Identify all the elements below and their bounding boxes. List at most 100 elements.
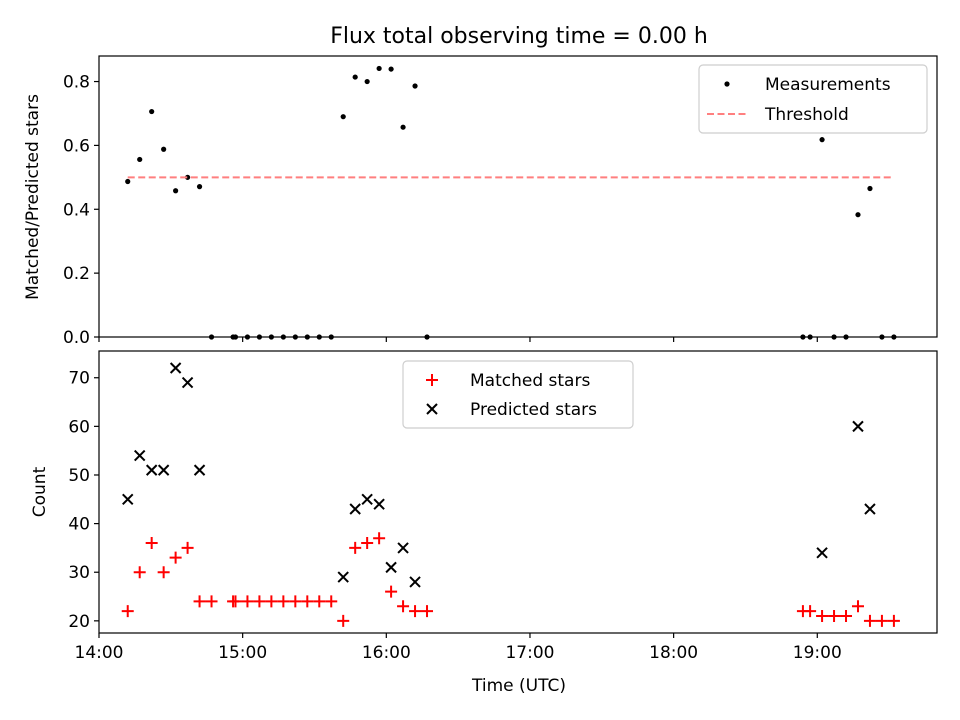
measurements-point: [388, 66, 394, 72]
bottom-y-axis-label: Count: [30, 466, 50, 517]
matched-stars-point: [816, 609, 829, 622]
bottom-y-tick-label: 50: [68, 466, 90, 486]
matched-stars-point: [349, 541, 362, 554]
top-legend: Measurements Threshold: [698, 64, 928, 134]
predicted-stars-point: [373, 498, 385, 510]
predicted-stars-point: [181, 376, 194, 389]
predicted-stars-point: [133, 449, 146, 462]
measurements-point: [125, 178, 131, 185]
measurements-point: [196, 184, 203, 190]
measurements-point: [800, 334, 806, 340]
top-y-tick-label: 0.2: [63, 264, 90, 284]
top-y-tick-label: 0.6: [63, 136, 90, 156]
bottom-y-tick-label: 30: [68, 563, 90, 583]
measurements-point: [831, 334, 837, 340]
measurements-point: [232, 334, 239, 340]
bottom-x-tick-label: 14:00: [75, 643, 124, 663]
bottom-legend: Matched stars Predicted stars: [402, 360, 634, 429]
matched-stars-point: [313, 595, 326, 608]
measurements-point: [208, 334, 215, 340]
measurements-point: [364, 78, 370, 85]
measurements-point: [352, 74, 358, 80]
measurements-point: [376, 65, 382, 72]
top-y-tick-label: 0.4: [63, 200, 90, 220]
predicted-stars-point: [349, 503, 361, 515]
measurements-point: [424, 334, 430, 340]
legend-predicted-marker: [426, 403, 438, 415]
bottom-panel: Count Time (UTC) 20 30 40 50 60 70 14:00 15:00 1…: [30, 350, 938, 696]
matched-stars-point: [828, 609, 841, 622]
predicted-stars-point: [337, 571, 349, 583]
matched-stars-point: [851, 600, 864, 613]
predicted-stars-point: [864, 503, 876, 515]
matched-stars-point: [241, 595, 254, 608]
chart-title: Flux total observing time = 0.00 h: [330, 24, 708, 49]
top-y-tick-label: 0.0: [63, 328, 90, 348]
measurements-point: [867, 185, 873, 192]
matched-stars-point: [385, 585, 398, 598]
top-panel: Matched/Predicted stars 0.00.20.40.60.8 …: [23, 55, 938, 348]
predicted-stars-point: [361, 493, 373, 506]
top-y-axis-label: Matched/Predicted stars: [23, 94, 43, 300]
measurements-point: [879, 334, 885, 340]
bottom-x-tick-label: 17:00: [505, 643, 554, 663]
matched-stars-point: [875, 614, 888, 627]
predicted-stars-point: [157, 464, 170, 476]
legend-matched-label: Matched stars: [470, 371, 590, 391]
measurements-point: [807, 334, 813, 340]
matched-stars-point: [421, 605, 434, 618]
legend-measurements-marker: [724, 81, 730, 87]
measurements-point: [340, 114, 346, 120]
matched-stars-point: [253, 595, 266, 608]
bottom-x-tick-label: 18:00: [649, 643, 698, 663]
legend-predicted-label: Predicted stars: [470, 400, 597, 420]
matched-stars-point: [397, 600, 410, 613]
matched-stars-point: [265, 595, 278, 608]
bottom-x-tick-label: 16:00: [362, 643, 411, 663]
bottom-y-tick-label: 60: [68, 417, 90, 437]
predicted-stars-point: [385, 561, 397, 574]
matched-stars-point: [337, 614, 350, 627]
predicted-stars-point: [816, 547, 828, 559]
measurements-point: [137, 156, 143, 163]
measurements-point: [173, 188, 179, 194]
measurements-point: [316, 334, 322, 340]
measurements-point: [184, 174, 191, 180]
measurements-point: [400, 124, 406, 130]
matched-stars-point: [157, 566, 170, 579]
matched-stars-point: [277, 595, 290, 608]
measurements-point: [843, 334, 849, 340]
matched-stars-point: [169, 551, 182, 564]
matched-stars-point: [289, 595, 302, 608]
matched-stars-point: [840, 609, 853, 622]
measurements-point: [855, 212, 861, 218]
bottom-axes-frame: [98, 350, 938, 634]
predicted-stars-point: [397, 542, 409, 554]
measurements-point: [268, 334, 274, 340]
bottom-y-tick-label: 70: [68, 369, 90, 389]
matched-stars-point: [361, 537, 374, 550]
measurements-point: [292, 334, 298, 340]
measurements-point: [256, 334, 263, 340]
matched-stars-point: [229, 595, 242, 608]
matched-stars-point: [373, 532, 386, 545]
bottom-y-tick-label: 20: [68, 612, 90, 632]
measurements-point: [161, 146, 167, 152]
predicted-stars-point: [409, 576, 421, 588]
matched-stars-point: [181, 541, 194, 554]
top-legend-box: [698, 64, 928, 134]
measurements-point: [304, 334, 310, 340]
bottom-x-tick-label: 15:00: [218, 643, 267, 663]
matched-stars-point: [193, 595, 206, 608]
matched-stars-point: [301, 595, 314, 608]
bottom-x-axis-label: Time (UTC): [471, 676, 566, 696]
legend-matched-marker: [426, 374, 438, 386]
measurements-point: [891, 334, 897, 340]
matched-stars-point: [325, 595, 338, 608]
bottom-x-tick-label: 19:00: [793, 643, 842, 663]
measurements-point: [819, 137, 825, 143]
predicted-stars-point: [852, 420, 864, 433]
measurements-point: [149, 108, 155, 115]
predicted-stars-point: [169, 362, 182, 374]
